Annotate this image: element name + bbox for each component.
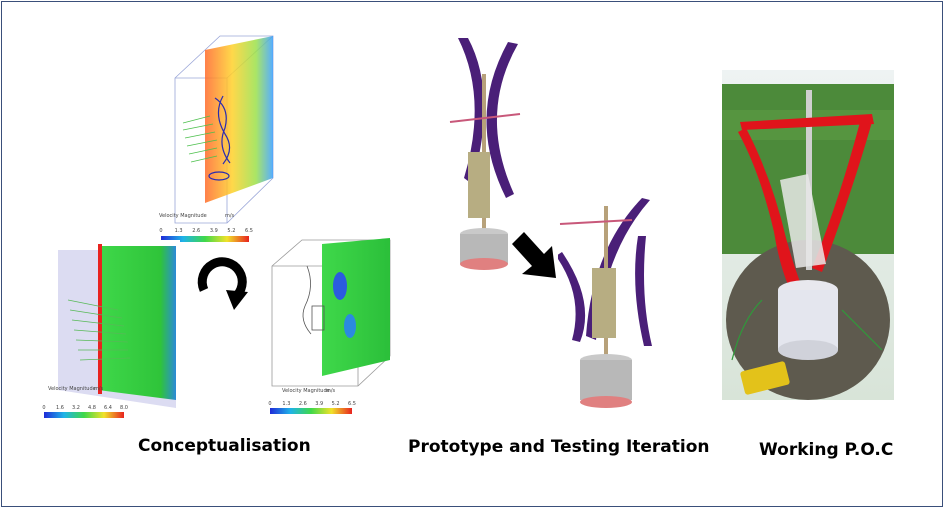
turbine-prototype-2 [558,196,668,418]
colorbar-tick-label: 3.9 [210,228,218,234]
colorbar-tick-label: 3.2 [72,405,80,411]
legend-units-left: m/s [94,386,104,392]
cfd-simulation-top: Velocity Magnitude m/s 0 1.3 2.6 3.9 5.2 6.5 [155,28,282,253]
legend-title-top: Velocity Magnitude [159,213,207,219]
circular-arrow-icon [190,248,255,316]
caption-conceptualisation: Conceptualisation [138,436,311,456]
legend-title-right: Velocity Magnitude [282,388,330,394]
colorbar-tick-label: 5.2 [332,401,340,407]
colorbar-tick-label: 6.4 [104,405,112,411]
colorbar-tick-label: 4.8 [88,405,96,411]
colorbar-tick-label: 0 [159,228,162,234]
colorbar-tick-label: 6.5 [245,228,253,234]
colorbar-tick-label: 1.3 [282,401,290,407]
caption-working-poc: Working P.O.C [759,440,894,460]
cfd-simulation-right: Velocity Magnitude m/s 0 1.3 2.6 3.9 5.2 6.5 [262,236,396,418]
colorbar-tick-label: 2.6 [192,228,200,234]
legend-title-left: Velocity Magnitude [48,386,96,392]
legend-units-right: m/s [326,388,336,394]
colorbar-tick-label: 0 [42,405,45,411]
cfd-simulation-left: Velocity Magnitude m/s 0 1.6 3.2 4.8 6.4 8.0 [38,240,180,422]
colorbar-tick-label: 8.0 [120,405,128,411]
caption-prototype: Prototype and Testing Iteration [408,437,710,457]
diagonal-arrow-icon [510,232,560,280]
colorbar-tick-label: 0 [268,401,271,407]
turbine-prototype-1 [440,34,540,274]
colorbar-tick-label: 2.6 [299,401,307,407]
colorbar-tick-label: 3.9 [315,401,323,407]
colorbar-tick-label: 1.3 [175,228,183,234]
working-poc-photo [722,70,894,400]
colorbar-tick-label: 6.5 [348,401,356,407]
colorbar-tick-label: 1.6 [56,405,64,411]
legend-units-top: m/s [225,213,235,219]
colorbar-tick-label: 5.2 [227,228,235,234]
